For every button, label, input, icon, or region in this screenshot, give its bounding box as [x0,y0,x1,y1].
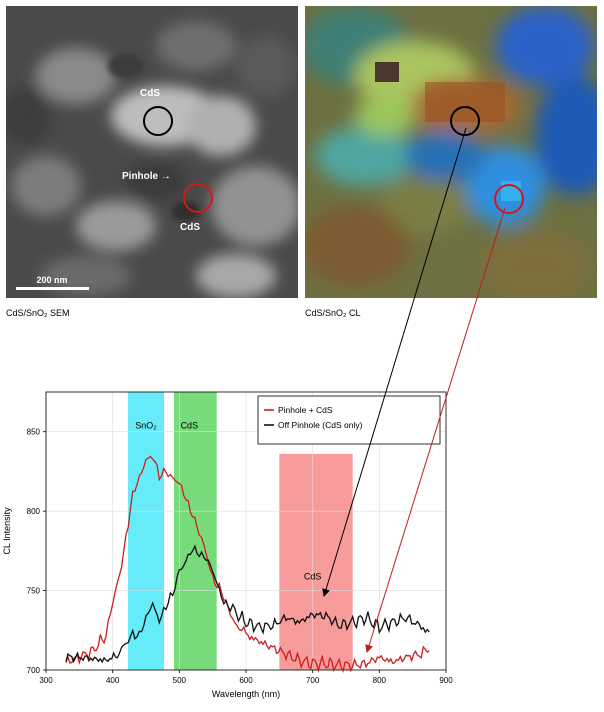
cds-marker-circle [143,106,173,136]
cl-image [305,6,597,298]
cl-pinhole-marker-circle [494,184,524,214]
band-0 [128,392,164,670]
sem-image-panel: CdS Pinhole → CdS 200 nm [6,6,298,298]
sem-label-cds-top: CdS [140,88,160,99]
x-tick-label-6: 900 [439,676,453,685]
x-tick-label-0: 300 [39,676,53,685]
sem-label-cds-bottom: CdS [180,222,200,233]
y-axis-label: CL Intensity [2,507,12,555]
scale-bar [16,287,89,290]
series-line-1 [65,544,430,664]
x-tick-label-2: 500 [173,676,187,685]
band-label-0: SnO₂ [135,421,157,431]
y-tick-label-2: 800 [27,507,41,516]
scale-bar-label: 200 nm [36,275,67,285]
sem-image: CdS Pinhole → CdS 200 nm [6,6,298,298]
y-tick-label-0: 700 [27,666,41,675]
x-tick-label-3: 600 [239,676,253,685]
cl-spectrum-chart: 300 400 500 600 700 800 900 700 750 800 850 SnO₂ Cd… [2,391,453,699]
legend-label-1: Off Pinhole (CdS only) [278,420,363,430]
x-tick-label-1: 400 [106,676,120,685]
chart-legend: Pinhole + CdS Off Pinhole (CdS only) [257,395,441,445]
x-tick-label-4: 700 [306,676,320,685]
band-labels: SnO₂ CdS CdS [135,421,321,582]
cl-caption: CdS/SnO₂ CL [305,308,361,318]
chart-series [65,455,430,674]
band-label-1: CdS [181,421,199,431]
series-line-0 [65,455,430,674]
x-tick-label-5: 800 [373,676,387,685]
y-tick-label-1: 750 [27,587,41,596]
pinhole-marker-circle [183,183,213,213]
chart-axes: 300 400 500 600 700 800 900 700 750 800 850 [27,391,453,685]
band-label-2: CdS [304,571,322,581]
legend-label-0: Pinhole + CdS [278,405,333,415]
sem-caption: CdS/SnO₂ SEM [6,308,70,318]
sem-label-pinhole: Pinhole → [122,171,171,182]
x-axis-label: Wavelength (nm) [212,689,280,699]
y-tick-label-3: 850 [27,428,41,437]
band-2 [279,453,353,670]
band-1 [174,392,217,670]
cl-image-panel [305,6,597,298]
